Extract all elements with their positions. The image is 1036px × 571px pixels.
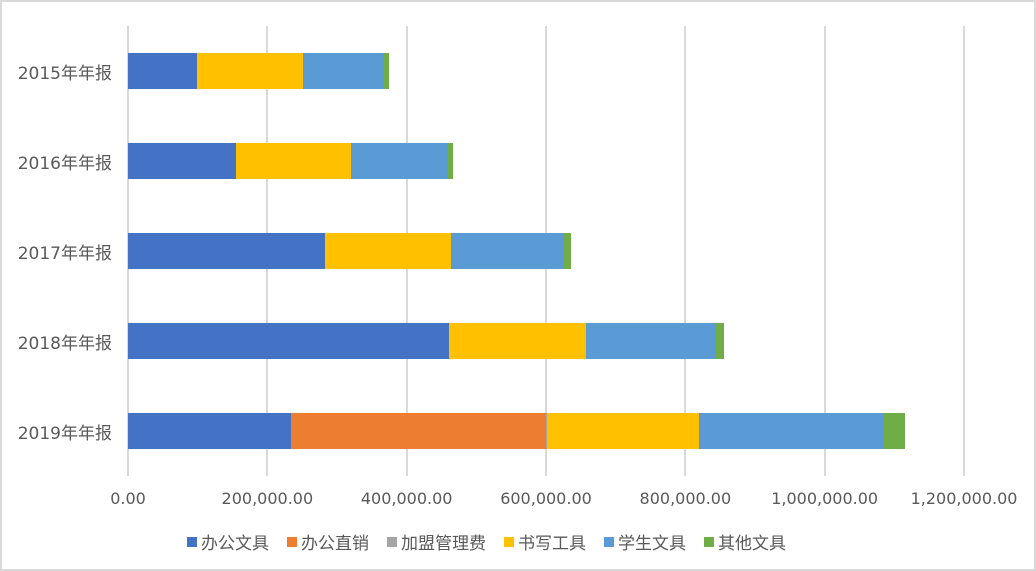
y-category-label: 2015年年报 <box>17 64 112 84</box>
x-tick-label: 200,000.00 <box>221 489 314 508</box>
legend-item[interactable]: 书写工具 <box>504 529 586 554</box>
bar-segment[interactable] <box>350 143 448 179</box>
legend-swatch-icon <box>604 536 614 547</box>
bar-segment[interactable] <box>325 233 451 269</box>
bar-stack[interactable] <box>128 323 724 359</box>
bar-segment[interactable] <box>128 233 326 269</box>
bar-segment[interactable] <box>291 413 546 449</box>
y-category-label: 2018年年报 <box>17 334 112 354</box>
bar-segment[interactable] <box>545 413 547 449</box>
bar-segment[interactable] <box>450 233 565 269</box>
bar-segment[interactable] <box>564 233 572 269</box>
bar-segment[interactable] <box>449 323 586 359</box>
x-tick-label: 1,000,000.00 <box>771 489 879 508</box>
legend-swatch-icon <box>504 536 514 547</box>
legend-swatch-icon <box>704 536 714 547</box>
bar-segment[interactable] <box>715 323 724 359</box>
gridline <box>684 26 687 476</box>
bar-segment[interactable] <box>235 143 351 179</box>
bar-segment[interactable] <box>699 413 884 449</box>
legend-swatch-icon <box>287 536 297 547</box>
bar-segment[interactable] <box>447 143 454 179</box>
bar-stack[interactable] <box>128 143 454 179</box>
legend-label: 学生文具 <box>618 534 686 554</box>
bar-segment[interactable] <box>196 53 303 89</box>
bar-stack[interactable] <box>128 53 390 89</box>
gridline <box>823 26 826 476</box>
bar-segment[interactable] <box>585 323 716 359</box>
legend-label: 办公文具 <box>201 534 269 554</box>
bar-stack[interactable] <box>128 233 572 269</box>
y-category-label: 2016年年报 <box>17 154 112 174</box>
x-tick-label: 400,000.00 <box>360 489 453 508</box>
bar-segment[interactable] <box>382 53 390 89</box>
y-category-label: 2017年年报 <box>17 244 112 264</box>
plot-area <box>127 26 965 476</box>
legend-swatch-icon <box>387 536 397 547</box>
legend-swatch-icon <box>187 536 197 547</box>
x-tick-label: 0.00 <box>110 489 146 508</box>
legend-label: 办公直销 <box>301 534 369 554</box>
x-tick-label: 1,200,000.00 <box>910 489 1018 508</box>
x-tick-label: 800,000.00 <box>639 489 732 508</box>
y-category-label: 2019年年报 <box>17 424 112 444</box>
bar-segment[interactable] <box>546 413 700 449</box>
bar-segment[interactable] <box>883 413 905 449</box>
bar-stack[interactable] <box>128 413 905 449</box>
legend-item[interactable]: 办公文具 <box>187 529 269 554</box>
legend-item[interactable]: 其他文具 <box>704 529 786 554</box>
legend-label: 其他文具 <box>718 534 786 554</box>
x-tick-label: 600,000.00 <box>500 489 592 508</box>
legend-label: 加盟管理费 <box>401 534 486 554</box>
bar-segment[interactable] <box>302 53 383 89</box>
bar-segment[interactable] <box>128 143 236 179</box>
legend-item[interactable]: 加盟管理费 <box>387 529 486 554</box>
legend-item[interactable]: 办公直销 <box>287 529 369 554</box>
bar-segment[interactable] <box>128 413 292 449</box>
bar-segment[interactable] <box>128 323 450 359</box>
legend-item[interactable]: 学生文具 <box>604 529 686 554</box>
legend-label: 书写工具 <box>518 534 586 554</box>
gridline <box>963 26 965 476</box>
bar-segment[interactable] <box>128 53 197 89</box>
legend: 办公文具 办公直销 加盟管理费 书写工具 学生文具 其他文具 <box>187 529 786 554</box>
